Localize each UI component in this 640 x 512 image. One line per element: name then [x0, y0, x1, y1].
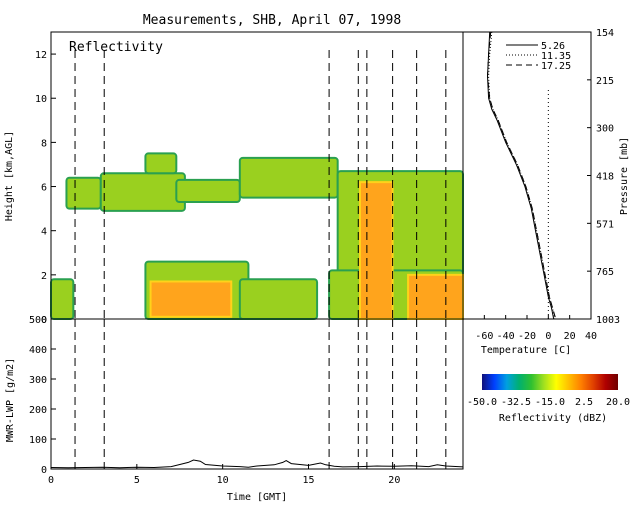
lwp-y-tick-label: 400: [29, 345, 47, 356]
sounding-x-tick-label: 40: [585, 331, 597, 342]
lwp-series-line: [50, 459, 464, 469]
lwp-x-tick-label: 10: [217, 475, 229, 486]
lwp-y-tick-label: 0: [41, 465, 47, 476]
sounding-pressure-tick-label: 571: [596, 219, 614, 230]
sounding-x-tick-label: 0: [545, 331, 551, 342]
lwp-x-tick-label: 20: [388, 475, 400, 486]
sounding-pressure-tick-label: 154: [596, 28, 614, 39]
reflectivity-y-tick-label: 2: [41, 271, 47, 282]
reflectivity-panel: Reflectivity 0 2 4 6 8 10 12 Height [km,AGL]: [4, 31, 465, 326]
lwp-frame: [50, 318, 464, 470]
sounding-legend-label: 5.26: [541, 41, 565, 52]
reflectivity-echo-region: [144, 152, 178, 175]
lwp-y-axis-label: MWR-LWP [g/m2]: [5, 358, 16, 442]
sounding-frame: [462, 31, 592, 320]
sounding-x-tick-label: 20: [564, 331, 576, 342]
lwp-y-tick-label: 300: [29, 375, 47, 386]
sounding-profile-line: [486, 31, 557, 320]
reflectivity-y-tick-label: 10: [35, 94, 47, 105]
lwp-x-tick-label: 5: [134, 475, 140, 486]
sounding-panel: -60 -40 -20 0 20 40 154 215 300 418 571 765 1003 Te…: [462, 28, 630, 356]
reflectivity-echo-region: [65, 176, 102, 210]
lwp-y-ticks: 0 100 200 300 400 500: [29, 315, 56, 476]
reflectivity-echoes: [50, 152, 464, 321]
lwp-y-tick-label: 100: [29, 435, 47, 446]
colorbar-tick-label: -50.0: [467, 397, 497, 408]
lwp-markers: [74, 319, 447, 469]
reflectivity-markers: [74, 50, 447, 319]
sounding-pressure-ticks: 154 215 300 418 571 765 1003: [587, 28, 620, 326]
reflectivity-echo-region: [99, 172, 186, 212]
lwp-x-tick-label: 15: [302, 475, 314, 486]
colorbar-gradient: [482, 374, 618, 390]
reflectivity-y-tick-label: 0: [41, 315, 47, 326]
sounding-legend-label: 11.35: [541, 51, 571, 62]
chart-title: Measurements, SHB, April 07, 1998: [143, 13, 401, 28]
colorbar-tick-label: -32.5: [501, 397, 531, 408]
reflectivity-echo-region: [238, 156, 339, 199]
reflectivity-echo-region: [175, 178, 241, 203]
reflectivity-y-tick-label: 4: [41, 227, 47, 238]
sounding-pressure-tick-label: 418: [596, 172, 614, 183]
colorbar-tick-label: 2.5: [575, 397, 593, 408]
reflectivity-y-tick-label: 6: [41, 183, 47, 194]
lwp-y-tick-label: 500: [29, 315, 47, 326]
colorbar-tick-label: -15.0: [535, 397, 565, 408]
sounding-x-tick-label: -60: [475, 331, 493, 342]
sounding-pressure-tick-label: 215: [596, 76, 614, 87]
reflectivity-echo-region: [50, 278, 75, 320]
lwp-x-axis-label: Time [GMT]: [227, 492, 287, 503]
lwp-panel: 0 100 200 300 400 500 0 5 10 15 20 MWR-LWP [g/m2]…: [5, 315, 464, 503]
lwp-x-ticks: 0 5 10 15 20: [48, 464, 400, 486]
reflectivity-panel-label: Reflectivity: [69, 40, 163, 55]
reflectivity-echo-core: [149, 280, 233, 318]
colorbar: -50.0 -32.5 -15.0 2.5 20.0 Reflectivity (dBZ…: [467, 374, 630, 424]
sounding-pressure-tick-label: 765: [596, 267, 614, 278]
reflectivity-echo-core: [359, 181, 394, 320]
reflectivity-echo-region: [336, 170, 464, 276]
sounding-lines: [486, 31, 557, 320]
sounding-x-tick-label: -40: [497, 331, 515, 342]
sounding-x-axis-label: Temperature [C]: [481, 345, 571, 356]
colorbar-ticks: -50.0 -32.5 -15.0 2.5 20.0: [467, 397, 630, 408]
sounding-y-axis-label: Pressure [mb]: [619, 137, 630, 215]
sounding-profile-line: [486, 31, 555, 320]
sounding-x-tick-label: -20: [518, 331, 536, 342]
sounding-x-ticks: -60 -40 -20 0 20 40: [475, 315, 597, 342]
reflectivity-y-axis-label: Height [km,AGL]: [4, 131, 15, 221]
sounding-pressure-tick-label: 1003: [596, 315, 620, 326]
sounding-legend-label: 17.25: [541, 61, 571, 72]
lwp-x-tick-label: 0: [48, 475, 54, 486]
reflectivity-y-tick-label: 12: [35, 50, 47, 61]
lwp-y-tick-label: 200: [29, 405, 47, 416]
colorbar-label: Reflectivity (dBZ): [499, 413, 607, 424]
sounding-pressure-tick-label: 300: [596, 124, 614, 135]
reflectivity-echo-region: [238, 278, 319, 320]
reflectivity-y-tick-label: 8: [41, 138, 47, 149]
colorbar-tick-label: 20.0: [606, 397, 630, 408]
